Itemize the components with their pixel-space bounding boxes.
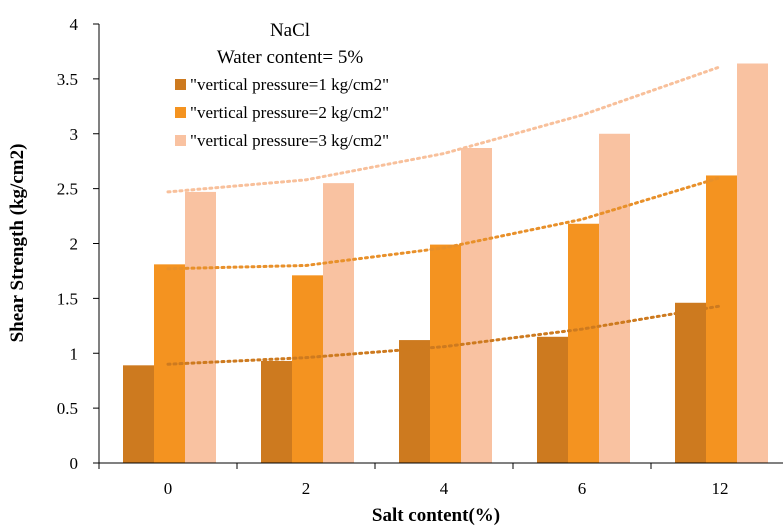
y-tick-label: 0.5 <box>57 399 78 418</box>
legend-items: "vertical pressure=1 kg/cm2" "vertical pr… <box>175 75 389 150</box>
x-tick-label: 0 <box>164 479 173 498</box>
legend-label-series1: "vertical pressure=1 kg/cm2" <box>190 75 389 94</box>
bar-series2-4 <box>430 244 461 463</box>
legend-subtitle: Water content= 5% <box>217 47 364 68</box>
y-tick-label: 2 <box>70 235 79 254</box>
legend: NaCl Water content= 5% "vertical pressur… <box>175 20 389 150</box>
bar-series3-6 <box>599 133 630 463</box>
bar-series1-6 <box>537 336 568 463</box>
bars-layer <box>123 63 768 464</box>
legend-title: NaCl <box>270 20 310 41</box>
bar-series1-12 <box>675 302 706 463</box>
trendlines-layer <box>166 65 722 366</box>
legend-label-series3: "vertical pressure=3 kg/cm2" <box>190 131 389 150</box>
bar-series3-4 <box>461 148 492 463</box>
legend-label-series2: "vertical pressure=2 kg/cm2" <box>190 103 389 122</box>
bar-series2-6 <box>568 223 599 463</box>
x-axis-title: Salt content(%) <box>372 505 500 526</box>
bar-series3-12 <box>737 63 768 463</box>
y-tick-label: 2.5 <box>57 180 78 199</box>
x-tick-label: 2 <box>302 479 311 498</box>
bar-series1-2 <box>261 360 292 463</box>
legend-swatch-series1 <box>175 79 186 90</box>
bar-series3-2 <box>323 183 354 463</box>
legend-swatch-series2 <box>175 107 186 118</box>
y-tick-label: 0 <box>70 454 79 473</box>
x-tick-labels: 0 2 4 6 12 <box>98 463 729 498</box>
bar-series3-0 <box>185 191 216 464</box>
y-tick-labels: 0 0.5 1 1.5 2 2.5 3 3.5 4 <box>57 15 99 473</box>
y-tick-label: 1 <box>70 344 79 363</box>
x-tick-label: 6 <box>578 479 587 498</box>
x-tick-label: 12 <box>712 479 729 498</box>
bar-series2-2 <box>292 275 323 463</box>
bar-series1-4 <box>399 340 430 463</box>
trendline-series2 <box>166 176 722 271</box>
trendline-series3 <box>166 65 722 194</box>
y-tick-label: 4 <box>70 15 79 34</box>
trendline-series1 <box>166 304 722 366</box>
bar-series2-12 <box>706 175 737 463</box>
legend-swatch-series3 <box>175 135 186 146</box>
bar-series1-0 <box>123 365 154 463</box>
y-tick-label: 3.5 <box>57 70 78 89</box>
y-axis-title: Shear Strength (kg/cm2) <box>7 144 28 343</box>
y-tick-label: 1.5 <box>57 289 78 308</box>
y-tick-label: 3 <box>70 125 79 144</box>
x-tick-label: 4 <box>440 479 449 498</box>
